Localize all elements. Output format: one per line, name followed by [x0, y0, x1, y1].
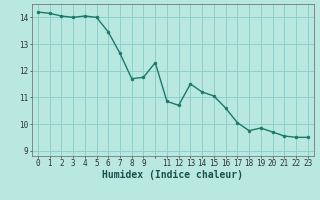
X-axis label: Humidex (Indice chaleur): Humidex (Indice chaleur): [102, 170, 243, 180]
